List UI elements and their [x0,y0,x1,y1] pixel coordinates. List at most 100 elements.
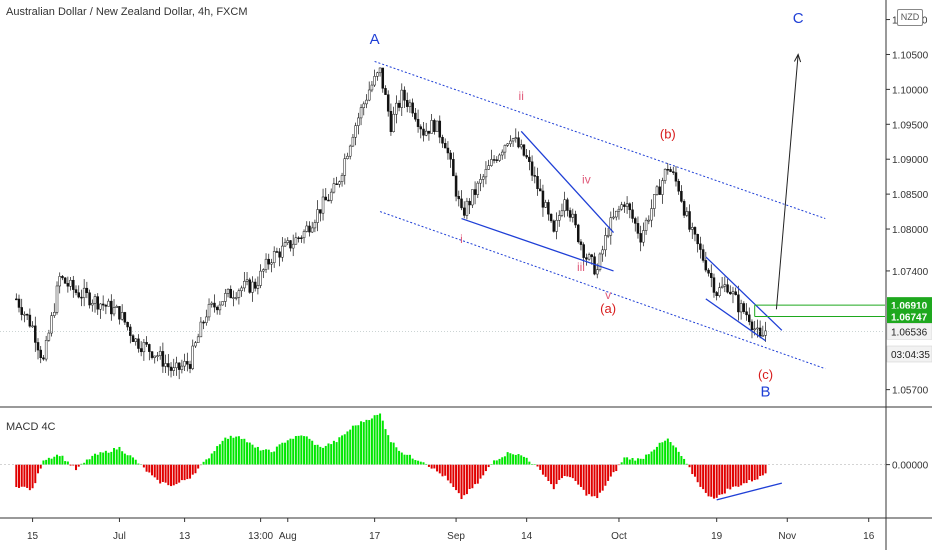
candle [449,152,452,160]
candle [693,227,697,235]
macd-bar [20,464,23,487]
candle [243,281,246,289]
candle [715,292,718,296]
macd-bar [693,464,696,477]
candle [525,155,528,158]
candle [625,203,629,207]
macd-bar [322,447,325,465]
candle [302,231,306,239]
candle [53,312,56,316]
candle [373,76,376,86]
candle [723,284,727,287]
macd-bar [148,464,151,473]
macd-bar [316,444,319,465]
candle [647,219,651,222]
macd-bar [653,449,656,465]
candle [691,227,694,230]
candle [761,335,765,337]
candle [240,287,243,292]
macd-bar [237,436,240,465]
macd-bar [495,460,498,465]
macd-bar [373,415,376,465]
macd-bar [737,464,740,487]
candle [707,269,710,274]
macd-bar [113,448,116,465]
macd-bar [704,464,707,493]
candle [457,196,461,200]
candle [476,182,480,195]
currency-badge[interactable]: NZD [897,9,923,26]
candle [753,328,756,331]
macd-bar [642,458,645,465]
candle [153,355,156,358]
candle [395,102,398,115]
candle [199,321,203,338]
candle [205,316,208,323]
time-tick-label: 13 [179,531,191,542]
candle [55,285,59,313]
macd-bar [170,464,173,487]
candle [661,180,664,195]
candle [701,249,705,261]
candle [267,258,271,265]
macd-bar [533,464,536,465]
candle [506,143,509,146]
macd-bar [351,425,354,465]
candle [50,315,53,334]
macd-bar [493,460,496,465]
macd-divergence-line [716,482,783,501]
macd-bar [680,456,683,465]
macd-bar [628,459,631,465]
candle [354,125,357,138]
candle [492,159,496,161]
candle [210,302,213,305]
macd-bar [539,464,542,470]
candle [446,147,450,154]
candle [297,237,300,240]
macd-bar [672,445,675,465]
macd-bar [655,446,658,465]
price-tag-2: 1.06536 [891,327,928,338]
macd-bar [175,464,178,485]
candle [758,327,762,337]
wave-label-1: B [761,384,771,401]
macd-bar [362,422,365,465]
macd-bar [688,464,691,468]
macd-bar [683,458,686,465]
candle [137,338,140,349]
candle [514,137,518,139]
price-tick-label: 1.08000 [892,225,929,236]
macd-bar [221,440,224,465]
macd-bar [56,454,59,465]
macd-bar [246,442,249,465]
candle [316,209,319,223]
candle [500,151,504,156]
macd-bar [759,464,762,476]
macd-bar [528,461,531,465]
macd-bar [476,464,479,484]
price-tag-bg [886,323,932,340]
candle [343,158,347,176]
candle [484,169,488,178]
macd-bar [368,420,371,465]
candle [251,281,254,293]
candle [226,288,230,294]
macd-bar [734,464,737,487]
candle [568,210,572,218]
macd-bar [577,464,580,485]
candle [42,357,45,360]
candle [175,362,178,369]
candle [148,344,151,352]
candle [408,102,412,107]
macd-bar [360,421,363,465]
macd-bar [468,464,471,490]
macd-bar [658,442,661,465]
candle [340,175,344,182]
macd-bar [664,440,667,465]
candle [232,297,235,299]
macd-bar [275,446,278,465]
candle [207,303,211,318]
macd-bar [742,464,745,484]
candle [172,367,175,371]
